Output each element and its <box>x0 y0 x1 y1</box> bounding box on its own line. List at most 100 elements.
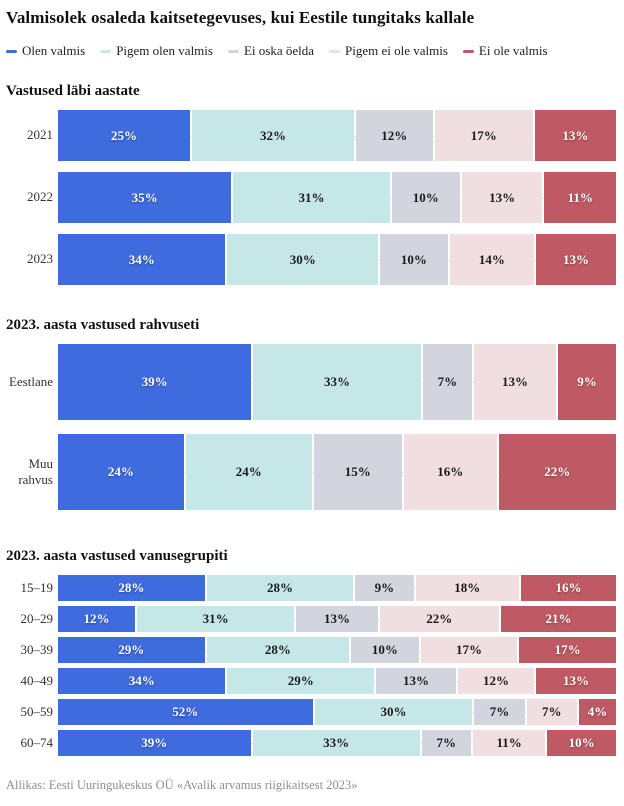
segment-value: 39% <box>141 735 168 750</box>
segment-value: 13% <box>562 673 589 688</box>
segment-value: 24% <box>235 464 262 479</box>
bar-segment: 33% <box>253 344 421 420</box>
bar-row: Eestlane 39% 33% 7% 13% 9% <box>6 344 616 420</box>
row-label: 50–59 <box>20 703 54 719</box>
bar-row: 30–39 29% 28% 10% 17% 17% <box>6 637 616 663</box>
bar-segment: 24% <box>185 434 312 510</box>
bar-segment: 4% <box>578 699 616 725</box>
bar-segment: 13% <box>474 344 556 420</box>
segment-value: 25% <box>111 127 138 143</box>
segment-value: 10% <box>412 189 439 205</box>
section-age-groups: 2023. aasta vastused vanusegrupiti 15–19… <box>6 546 617 756</box>
row-label: 40–49 <box>20 672 54 688</box>
segment-value: 13% <box>403 673 430 688</box>
segment-value: 11% <box>496 735 522 750</box>
bar-row: 60–74 39% 33% 7% 11% 10% <box>6 730 617 756</box>
bar-segment: 17% <box>420 637 518 663</box>
bar-row: 2023 34% 30% 10% 14% 13% <box>6 234 616 285</box>
bar-segment: 12% <box>458 668 534 694</box>
row-label: 30–39 <box>20 641 54 657</box>
legend-swatch <box>329 49 341 53</box>
bar-segment: 13% <box>461 172 543 223</box>
segment-value: 7% <box>542 704 562 719</box>
legend-label: Ei oska öelda <box>243 43 315 58</box>
segment-value: 12% <box>381 127 408 143</box>
segment-value: 39% <box>141 374 168 389</box>
bar-segment: 52% <box>58 699 313 725</box>
row-label: 60–74 <box>20 734 54 750</box>
segment-value: 13% <box>502 374 529 389</box>
stacked-bar: 24% 24% 15% 16% 22% <box>58 434 616 510</box>
stacked-bar: 28% 28% 9% 18% 16% <box>58 575 616 601</box>
segment-value: 30% <box>289 251 316 267</box>
section-heading: 2023. aasta vastused rahvuseti <box>6 317 200 333</box>
bar-segment: 11% <box>473 730 546 756</box>
stacked-bar: 12% 31% 13% 22% 21% <box>58 606 616 632</box>
legend-swatch <box>227 49 239 53</box>
row-label: 2023 <box>27 251 53 267</box>
legend-swatch <box>100 49 112 53</box>
bar-segment: 15% <box>313 434 402 510</box>
stacked-bar: 39% 33% 7% 13% 9% <box>58 344 616 420</box>
chart-report: Valmisolek osaleda kaitsetegevuses, kui … <box>6 6 617 793</box>
bar-segment: 13% <box>375 668 457 694</box>
legend-item: Ei ole valmis <box>462 43 548 59</box>
legend-label: Ei ole valmis <box>478 43 548 58</box>
bar-segment: 13% <box>535 234 616 285</box>
bar-segment: 39% <box>58 730 251 756</box>
bar-segment: 35% <box>58 172 232 223</box>
bar-segment: 10% <box>391 172 460 223</box>
bar-segment: 13% <box>296 606 378 632</box>
segment-value: 12% <box>83 611 110 626</box>
bar-segment: 11% <box>544 172 617 223</box>
segment-value: 28% <box>118 580 145 595</box>
segment-value: 13% <box>562 127 589 143</box>
segment-value: 16% <box>555 580 582 595</box>
segment-value: 9% <box>577 374 597 389</box>
segment-value: 28% <box>266 580 293 595</box>
legend-item: Ei oska öelda <box>227 43 315 59</box>
bar-segment: 9% <box>557 344 616 420</box>
row-label: 2022 <box>27 189 53 205</box>
bar-row: 40–49 34% 29% 13% 12% 13% <box>6 668 617 694</box>
bar-segment: 33% <box>252 730 420 756</box>
bar-rows: 15–19 28% 28% 9% 18% 16% 20–29 12% 31% 13% 22% 21% 3… <box>6 575 617 756</box>
segment-value: 35% <box>131 189 158 205</box>
segment-value: 31% <box>298 189 325 205</box>
stacked-bar: 35% 31% 10% 13% 11% <box>58 172 617 223</box>
segment-value: 17% <box>554 642 581 657</box>
segment-value: 7% <box>436 735 457 750</box>
bar-segment: 9% <box>355 575 414 601</box>
bar-segment: 17% <box>519 637 616 663</box>
bar-segment: 13% <box>534 110 616 161</box>
stacked-bar: 52% 30% 7% 7% 4% <box>58 699 616 725</box>
bar-segment: 10% <box>351 637 419 663</box>
bar-segment: 7% <box>422 344 473 420</box>
bar-row: 15–19 28% 28% 9% 18% 16% <box>6 575 616 601</box>
chart-title: Valmisolek osaleda kaitsetegevuses, kui … <box>6 8 475 27</box>
segment-value: 34% <box>128 251 155 267</box>
segment-value: 10% <box>568 735 595 750</box>
bar-segment: 17% <box>434 110 533 161</box>
segment-value: 21% <box>545 611 572 626</box>
bar-row: 50–59 52% 30% 7% 7% 4% <box>6 699 616 725</box>
bar-segment: 18% <box>415 575 520 601</box>
bar-segment: 39% <box>58 344 252 420</box>
bar-row: Muu rahvus 24% 24% 15% 16% 22% <box>6 434 616 510</box>
segment-value: 33% <box>323 735 350 750</box>
bar-segment: 34% <box>58 668 226 694</box>
segment-value: 9% <box>374 580 395 595</box>
segment-value: 30% <box>380 704 407 719</box>
bar-segment: 25% <box>58 110 191 161</box>
segment-value: 17% <box>455 642 482 657</box>
bar-segment: 31% <box>233 172 390 223</box>
legend-swatch <box>462 49 474 53</box>
bar-segment: 22% <box>498 434 616 510</box>
bar-segment: 16% <box>403 434 497 510</box>
stacked-bar: 34% 29% 13% 12% 13% <box>58 668 617 694</box>
section-heading: 2023. aasta vastused vanusegrupiti <box>6 548 228 564</box>
bar-row: 2022 35% 31% 10% 13% 11% <box>6 172 617 223</box>
segment-value: 16% <box>437 464 464 479</box>
bar-segment: 28% <box>58 575 205 601</box>
bar-segment: 28% <box>206 575 354 601</box>
